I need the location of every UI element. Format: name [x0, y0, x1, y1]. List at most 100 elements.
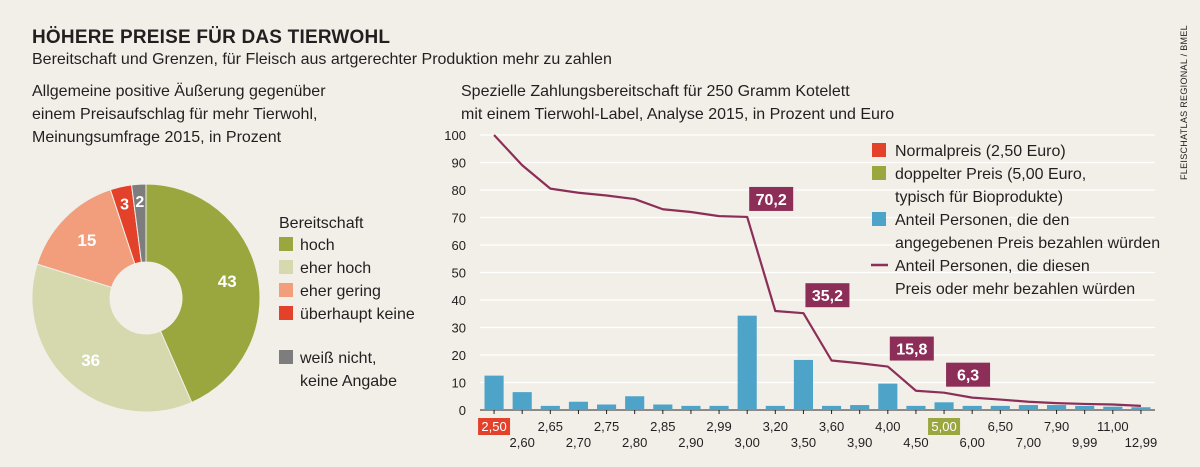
x-tick-label: 2,50 [481, 419, 506, 434]
bar [793, 359, 813, 410]
donut-value-label: 43 [218, 272, 237, 291]
bar [737, 315, 757, 410]
x-tick-label: 3,60 [819, 419, 844, 434]
bar [962, 405, 982, 410]
x-tick-label: 4,50 [903, 435, 928, 450]
donut-legend-swatch [279, 237, 293, 251]
bar-legend-label: doppelter Preis (5,00 Euro, [895, 166, 1086, 183]
bar [625, 396, 645, 410]
bar-legend-label: Preis oder mehr bezahlen würden [895, 281, 1135, 298]
x-tick-label: 2,60 [510, 435, 535, 450]
callout-box [889, 336, 934, 361]
bar-title-line: Spezielle Zahlungsbereitschaft für 250 G… [461, 83, 850, 100]
bar-legend-label: angegebenen Preis bezahlen würden [895, 235, 1160, 252]
x-tick-label: 2,80 [622, 435, 647, 450]
donut-legend-title: Bereitschaft [279, 215, 364, 232]
bar [484, 375, 504, 410]
bar [850, 405, 870, 410]
x-tick-label: 12,99 [1125, 435, 1158, 450]
bar [990, 405, 1010, 410]
y-tick-label: 60 [452, 238, 466, 253]
callout-label: 15,8 [896, 342, 927, 359]
donut-legend-swatch [279, 260, 293, 274]
bar-chart-title: Spezielle Zahlungsbereitschaft für 250 G… [461, 80, 894, 126]
donut-value-label: 36 [81, 351, 100, 370]
bar [1103, 406, 1123, 410]
y-tick-label: 80 [452, 183, 466, 198]
x-tick-label: 5,00 [931, 419, 956, 434]
bar [1047, 405, 1067, 410]
donut-legend-swatch [279, 306, 293, 320]
callout-label: 6,3 [957, 368, 979, 385]
bar-legend-label: Anteil Personen, die diesen [895, 258, 1090, 275]
donut-chart-title: Allgemeine positive Äußerung gegenüber e… [32, 80, 326, 149]
donut-legend-label: weiß nicht, [299, 350, 376, 367]
bar [653, 404, 673, 410]
bar-legend-swatch [872, 166, 886, 180]
x-tick-label: 3,50 [791, 435, 816, 450]
chart-subtitle: Bereitschaft und Grenzen, für Fleisch au… [32, 51, 612, 68]
x-tick-label: 2,99 [706, 419, 731, 434]
donut-slice [36, 189, 136, 288]
x-tick-label: 11,00 [1097, 419, 1129, 434]
y-tick-label: 40 [452, 293, 466, 308]
x-tick-label: 7,00 [1016, 435, 1041, 450]
x-tick-label: 6,50 [988, 419, 1013, 434]
x-tick-label: 2,90 [678, 435, 703, 450]
callout-label: 70,2 [756, 192, 787, 209]
bar [597, 404, 617, 410]
bar [1075, 405, 1095, 410]
donut-legend-label: eher gering [300, 283, 381, 300]
bar [878, 383, 898, 410]
x-tick-label: 2,65 [538, 419, 563, 434]
bar [822, 405, 842, 410]
bar-legend-label: Anteil Personen, die den [895, 212, 1069, 229]
callout-label: 35,2 [812, 288, 843, 305]
x-tick-label: 3,00 [735, 435, 760, 450]
bar [765, 405, 785, 410]
y-tick-label: 70 [452, 211, 466, 226]
donut-slice [145, 183, 261, 404]
bar [512, 392, 532, 410]
callout-box [805, 283, 850, 308]
donut-legend-label: überhaupt keine [300, 306, 415, 323]
y-tick-label: 0 [459, 403, 466, 418]
y-tick-label: 90 [452, 156, 466, 171]
line-series [493, 134, 1141, 407]
donut-title-line: einem Preisaufschlag für mehr Tierwohl, [32, 106, 318, 123]
donut-legend-label: eher hoch [300, 260, 371, 277]
bar-legend-label: typisch für Bioprodukte) [895, 189, 1063, 206]
x-tick-label: 3,20 [763, 419, 788, 434]
bar [540, 405, 560, 410]
donut-legend-swatch [279, 283, 293, 297]
bar-legend-swatch [872, 143, 886, 157]
bar [906, 405, 926, 410]
x-tick-label: 6,00 [960, 435, 985, 450]
bar [709, 405, 729, 410]
bar [1018, 405, 1038, 410]
bar [568, 401, 588, 410]
bar [1131, 407, 1151, 410]
donut-slice [131, 183, 147, 263]
y-tick-label: 10 [452, 376, 466, 391]
x-tick-label: 2,70 [566, 435, 591, 450]
y-tick-label: 50 [452, 266, 466, 281]
callout-box [749, 186, 794, 211]
donut-slice [31, 263, 193, 413]
donut-legend-swatch [279, 350, 293, 364]
bar-legend-label: Normalpreis (2,50 Euro) [895, 143, 1066, 160]
chart-title: HÖHERE PREISE FÜR DAS TIERWOHL [32, 27, 391, 48]
x-tick-label: 2,85 [650, 419, 675, 434]
x-tick-label: 4,00 [875, 419, 900, 434]
y-tick-label: 100 [444, 128, 466, 143]
donut-legend-label: keine Angabe [300, 373, 397, 390]
bar-legend-swatch [872, 212, 886, 226]
donut-legend-label: hoch [300, 237, 335, 254]
x-tick-label: 7,90 [1044, 419, 1069, 434]
bar [681, 405, 701, 410]
bar-title-line: mit einem Tierwohl-Label, Analyse 2015, … [461, 106, 895, 123]
x-tick-highlight [928, 418, 961, 435]
donut-title-line: Meinungsumfrage 2015, in Prozent [32, 129, 282, 146]
donut-value-label: 15 [77, 231, 96, 250]
